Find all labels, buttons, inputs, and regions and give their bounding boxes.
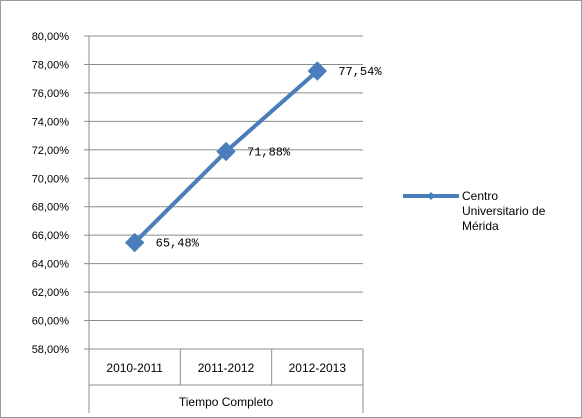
legend-entry-text: Centro <box>462 189 498 203</box>
series <box>124 61 328 253</box>
y-tick-label: 78,00% <box>32 59 70 71</box>
y-tick-label: 62,00% <box>32 287 70 299</box>
legend-marker <box>427 192 435 200</box>
y-tick-label: 80,00% <box>32 31 70 43</box>
x-category-label: 2011-2012 <box>198 361 255 375</box>
data-labels: 65,48% 71,88% 77,54% <box>156 65 383 251</box>
y-tick-label: 70,00% <box>32 173 70 185</box>
legend-entry-text: Mérida <box>462 219 499 233</box>
data-label: 77,54% <box>338 65 382 79</box>
gridlines <box>89 35 363 322</box>
y-tick-label: 76,00% <box>32 88 70 100</box>
y-tick-label: 66,00% <box>32 230 70 242</box>
data-point-marker <box>307 61 328 81</box>
y-tick-label: 68,00% <box>32 202 70 214</box>
data-label: 71,88% <box>247 146 291 160</box>
data-point-marker <box>124 232 145 253</box>
y-tick-labels: 58,00% 60,00% 62,00% 64,00% 66,00% 68,00% 70,0… <box>32 31 70 356</box>
y-tick-label: 58,00% <box>32 344 70 356</box>
x-category-labels: 2010-2011 2011-2012 2012-2013 Tiempo Comple… <box>106 361 346 409</box>
x-category-label: 2010-2011 <box>106 361 163 375</box>
x-category-label: 2012-2013 <box>289 361 347 375</box>
y-tick-label: 72,00% <box>32 145 70 157</box>
y-tick-label: 64,00% <box>32 259 70 271</box>
data-label: 65,48% <box>156 237 200 251</box>
legend-entry-text: Universitario de <box>462 204 546 218</box>
x-category-group-label: Tiempo Completo <box>179 395 274 409</box>
axes <box>84 35 364 413</box>
data-point-marker <box>216 141 236 162</box>
y-tick-label: 74,00% <box>32 116 70 128</box>
y-tick-label: 60,00% <box>32 316 70 328</box>
